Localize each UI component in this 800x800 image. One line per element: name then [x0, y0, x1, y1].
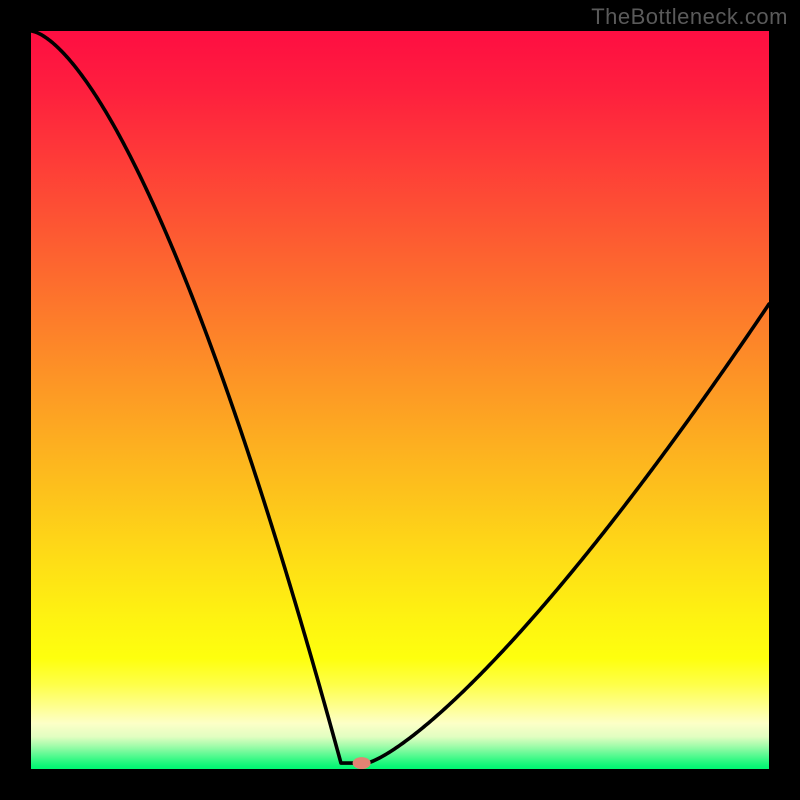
plot-area	[31, 31, 769, 769]
watermark-text: TheBottleneck.com	[591, 4, 788, 30]
optimum-marker	[31, 31, 769, 769]
chart-container: TheBottleneck.com	[0, 0, 800, 800]
